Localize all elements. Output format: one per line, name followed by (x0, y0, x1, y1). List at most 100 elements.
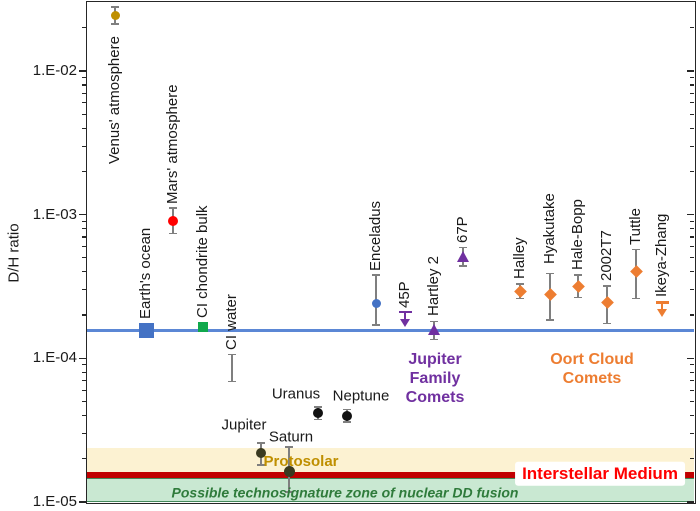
error-cap-top-hartley-2 (430, 320, 438, 323)
y-minor-tick-right (689, 432, 694, 435)
marker-67p (456, 251, 469, 263)
marker-enceladus (371, 298, 381, 308)
y-minor-tick-right (689, 257, 694, 259)
y-minor-tick-left (82, 432, 87, 435)
y-minor-tick-left (82, 220, 87, 222)
label-neptune: Neptune (332, 387, 390, 405)
marker-hale-bopp (571, 279, 585, 293)
error-cap-top-uranus (314, 406, 322, 408)
point-label-hartley-2: Hartley 2 (425, 255, 442, 316)
y-tick-label: 1.E-05 (32, 493, 77, 510)
reference-line (87, 329, 694, 332)
y-minor-tick-right (689, 113, 694, 115)
y-minor-tick-left (82, 127, 87, 129)
y-major-tick-right (687, 213, 694, 216)
error-cap-top-neptune (343, 408, 351, 411)
point-label-mars-atmosphere: Mars' atmosphere (164, 84, 181, 204)
marker-saturn (283, 465, 295, 477)
y-minor-tick-left (82, 314, 87, 316)
y-minor-tick-left (82, 102, 87, 104)
y-major-tick-left (79, 213, 87, 216)
marker-mars-atmosphere (168, 216, 178, 227)
error-cap-bottom-tuttle (632, 297, 640, 300)
y-minor-tick-left (82, 227, 87, 230)
y-minor-tick-left (82, 458, 87, 460)
error-cap-top-enceladus (372, 274, 380, 276)
annotation-oort-cloud-comets: Oort Cloud Comets (550, 350, 634, 387)
y-minor-tick-right (689, 314, 694, 316)
marker-venus-atmosphere (110, 11, 120, 21)
error-cap-bottom-mars-atmosphere (169, 232, 177, 235)
annotation-interstellar-medium: Interstellar Medium (515, 461, 685, 487)
plot-frame (85, 0, 696, 504)
y-minor-tick-right (689, 371, 694, 373)
marker-jupiter (256, 447, 266, 458)
y-minor-tick-right (689, 84, 694, 86)
point-label-ci-chondrite-bulk: CI chondrite bulk (194, 205, 211, 318)
point-label-2002t7: 2002T7 (598, 230, 615, 281)
y-minor-tick-left (82, 76, 87, 79)
marker-earths-ocean (138, 323, 154, 339)
error-cap-bottom-hyakutake (546, 319, 554, 321)
plot-area: Venus' atmosphere Earth's ocean Mars' atmo… (87, 2, 694, 502)
marker-2002t7 (600, 296, 614, 309)
y-minor-tick-right (689, 400, 694, 403)
marker-ikeya-zhang-stem (661, 302, 663, 311)
point-label-tuttle: Tuttle (627, 208, 644, 245)
error-cap-top-67p (459, 246, 467, 249)
point-label-ikeya-zhang: Ikeya-Zhang (653, 213, 670, 297)
y-minor-tick-right (689, 145, 694, 147)
y-major-tick-right (687, 501, 694, 503)
y-minor-tick-left (82, 389, 87, 391)
y-minor-tick-left (82, 289, 87, 291)
y-minor-tick-left (82, 113, 87, 115)
error-cap-bottom-jupiter (257, 464, 265, 466)
y-minor-tick-left (82, 92, 87, 94)
y-axis-title: D/H ratio (5, 223, 23, 283)
marker-tuttle (629, 265, 643, 279)
annotation-jupiter-family-comets: Jupiter Family Comets (405, 351, 465, 407)
y-minor-tick-left (82, 271, 87, 273)
marker-uranus (313, 408, 323, 419)
error-cap-top-mars-atmosphere (169, 207, 177, 209)
error-cap-bottom-saturn (285, 491, 293, 493)
y-minor-tick-right (689, 289, 694, 291)
y-minor-tick-left (82, 245, 87, 248)
point-label-hyakutake: Hyakutake (541, 193, 558, 264)
y-tick-label: 1.E-02 (32, 61, 77, 79)
y-tick-label: 1.E-04 (32, 349, 77, 367)
y-minor-tick-left (82, 170, 87, 172)
point-label-halley: Halley (511, 237, 528, 279)
error-cap-top-saturn (285, 446, 293, 448)
y-minor-tick-left (82, 364, 87, 366)
point-label-earths-ocean: Earth's ocean (137, 227, 154, 319)
y-minor-tick-right (689, 389, 694, 391)
y-minor-tick-left (82, 371, 87, 373)
y-minor-tick-right (689, 127, 694, 129)
y-minor-tick-right (689, 170, 694, 172)
y-minor-tick-right (689, 92, 694, 94)
point-label-venus-atmosphere: Venus' atmosphere (106, 36, 123, 164)
y-minor-tick-left (82, 414, 87, 417)
error-cap-top-hale-bopp (574, 274, 582, 276)
y-minor-tick-right (689, 414, 694, 417)
label-jupiter: Jupiter (221, 416, 267, 434)
point-label-hale-bopp: Hale-Bopp (569, 199, 586, 270)
marker-45p-stem (404, 312, 406, 321)
error-cap-top-venus-atmosphere (111, 6, 119, 8)
y-major-tick-left (79, 501, 87, 503)
band-interstellar-medium (87, 471, 694, 478)
point-label-enceladus: Enceladus (367, 200, 384, 271)
marker-ikeya-zhang-arrow (656, 309, 667, 318)
annotation-technosignature: Possible technosignature zone of nuclear… (171, 484, 519, 501)
error-cap-bottom-venus-atmosphere (111, 23, 119, 25)
y-tick-label: 1.E-03 (32, 205, 77, 223)
error-cap-bottom-67p (459, 265, 467, 267)
y-minor-tick-right (689, 379, 694, 382)
y-minor-tick-left (82, 145, 87, 147)
y-minor-tick-right (689, 227, 694, 230)
y-major-tick-left (79, 70, 87, 72)
y-minor-tick-right (689, 245, 694, 248)
point-label-ci-water: CI water (223, 294, 240, 350)
